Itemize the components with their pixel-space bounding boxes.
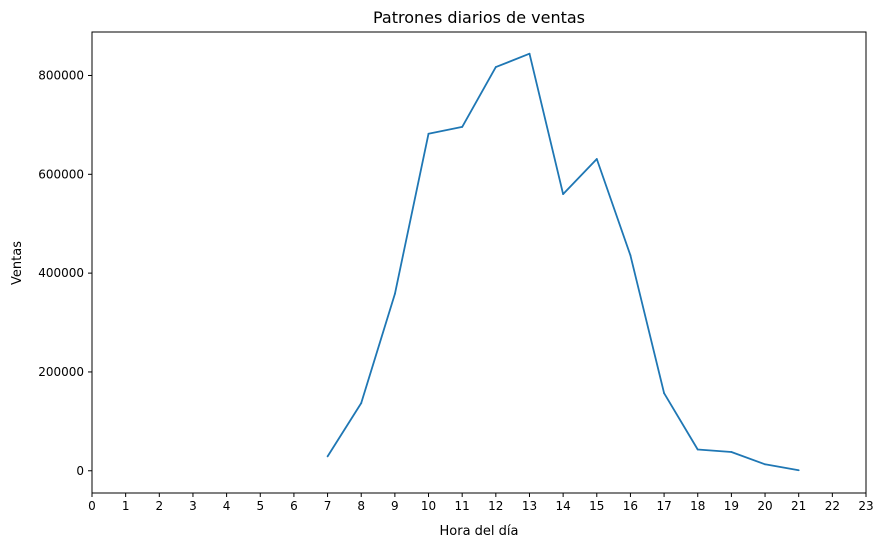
y-tick-label: 800000 — [38, 68, 84, 82]
data-point — [730, 451, 733, 453]
x-tick-label: 12 — [488, 499, 503, 513]
y-tick-label: 400000 — [38, 266, 84, 280]
x-tick-label: 6 — [290, 499, 298, 513]
chart-title: Patrones diarios de ventas — [373, 8, 585, 27]
x-tick-label: 22 — [825, 499, 840, 513]
x-tick-label: 0 — [88, 499, 96, 513]
x-axis: 0 1 2 3 4 5 6 7 8 9 10 11 12 13 14 15 16 17 18 19 20 21 22 23 — [88, 493, 874, 513]
x-tick-label: 17 — [656, 499, 671, 513]
x-tick-label: 9 — [391, 499, 399, 513]
y-tick-label: 0 — [76, 464, 84, 478]
y-axis: 0 200000 400000 600000 800000 — [38, 68, 92, 478]
y-tick-label: 200000 — [38, 365, 84, 379]
x-tick-label: 1 — [122, 499, 130, 513]
data-point — [427, 132, 430, 135]
x-tick-label: 3 — [189, 499, 197, 513]
y-axis-label: Ventas — [10, 241, 25, 285]
x-tick-label: 16 — [623, 499, 638, 513]
y-tick-label: 600000 — [38, 167, 84, 181]
x-tick-label: 5 — [256, 499, 264, 513]
data-point — [764, 463, 766, 466]
data-point — [360, 402, 363, 404]
data-point — [629, 254, 632, 257]
data-point — [461, 125, 464, 128]
x-tick-label: 10 — [421, 499, 436, 513]
series-layer — [326, 52, 800, 472]
plot-frame — [91, 31, 867, 494]
x-tick-label: 20 — [757, 499, 772, 513]
data-point — [562, 193, 565, 195]
data-point — [663, 392, 665, 395]
data-point — [494, 66, 497, 68]
x-tick-label: 23 — [858, 499, 873, 513]
series-line — [326, 52, 799, 472]
data-point — [393, 292, 396, 295]
x-axis-label: Hora del día — [440, 524, 519, 539]
x-tick-label: 18 — [690, 499, 705, 513]
x-tick-label: 19 — [724, 499, 739, 513]
x-tick-label: 8 — [357, 499, 365, 513]
x-tick-label: 7 — [324, 499, 332, 513]
data-point — [595, 158, 598, 160]
data-point — [528, 52, 531, 55]
x-tick-label: 21 — [791, 499, 806, 513]
x-tick-label: 4 — [223, 499, 231, 513]
x-tick-label: 15 — [589, 499, 604, 513]
x-tick-label: 2 — [155, 499, 163, 513]
x-tick-label: 11 — [455, 499, 470, 513]
x-tick-label: 13 — [522, 499, 537, 513]
x-tick-label: 14 — [555, 499, 570, 513]
data-point — [797, 469, 800, 472]
data-point — [696, 448, 699, 451]
data-point — [326, 455, 329, 458]
